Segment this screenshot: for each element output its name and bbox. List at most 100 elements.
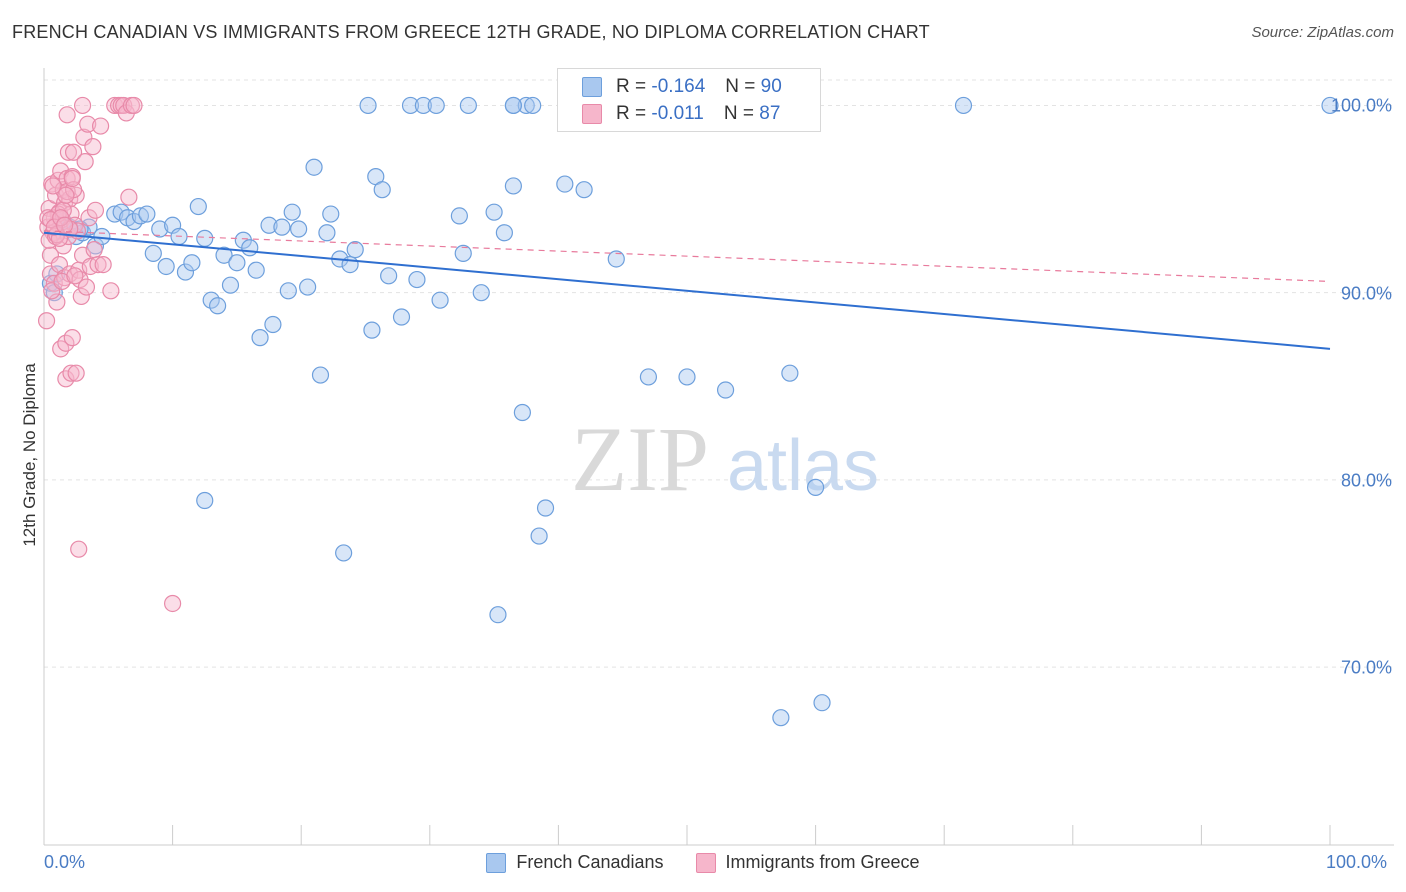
data-point: [120, 188, 138, 206]
legend-label: Immigrants from Greece: [725, 852, 920, 872]
data-point: [485, 203, 503, 221]
data-point: [125, 96, 143, 115]
data-point: [813, 694, 831, 712]
x-tick-label-max: 100.0%: [1326, 852, 1388, 872]
legend-r-value: -0.011: [651, 103, 704, 124]
legend-swatch-blue: [486, 852, 507, 873]
data-point: [59, 143, 78, 161]
data-point: [85, 241, 103, 259]
data-point: [495, 224, 513, 242]
legend-r-label: R =: [616, 76, 647, 97]
data-point: [77, 278, 96, 296]
data-point: [264, 315, 282, 334]
data-point: [176, 263, 195, 281]
data-point: [504, 177, 522, 195]
data-point: [196, 491, 214, 510]
data-point: [283, 203, 301, 221]
series-immigrants-from-greece: [37, 96, 182, 613]
axes: [43, 68, 1394, 846]
data-point: [67, 364, 85, 382]
data-point: [346, 241, 364, 259]
trend-line-french-canadians: [43, 231, 1331, 350]
data-point: [311, 366, 330, 384]
watermark-atlas: atlas: [727, 426, 879, 506]
data-point: [247, 261, 265, 279]
data-point: [536, 499, 555, 517]
data-point: [58, 106, 76, 124]
data-point: [144, 244, 162, 262]
y-tick-label: 70.0%: [1340, 657, 1392, 678]
source-label: Source: ZipAtlas.com: [1251, 24, 1394, 41]
legend-label: French Canadians: [516, 852, 664, 872]
data-point: [1321, 96, 1339, 115]
data-point: [305, 158, 323, 176]
data-point: [39, 209, 57, 227]
data-point: [273, 218, 291, 236]
data-point: [183, 254, 201, 272]
data-point: [209, 297, 227, 315]
data-point: [164, 594, 182, 613]
data-point: [75, 128, 93, 146]
legend-swatch-pink: [582, 104, 602, 124]
data-point: [359, 96, 377, 115]
data-point: [392, 308, 411, 326]
data-point: [450, 207, 468, 225]
data-point: [251, 329, 269, 347]
data-point: [414, 96, 432, 115]
grid-lines: [44, 79, 1394, 668]
data-point: [408, 270, 426, 289]
data-point: [62, 364, 80, 382]
series-legend: French Canadians Immigrants from Greece: [0, 852, 1406, 873]
data-point: [639, 368, 658, 386]
trend-line-immigrants-from-greece: [43, 230, 1331, 283]
data-point: [228, 254, 246, 272]
chart-title: FRENCH CANADIAN VS IMMIGRANTS FROM GREEC…: [12, 22, 930, 42]
data-point: [489, 606, 507, 624]
data-point: [131, 207, 150, 225]
legend-n-value: 87: [759, 103, 781, 124]
data-point: [106, 205, 124, 223]
data-point: [44, 177, 62, 195]
legend-row-french-canadians: R = -0.164 N = 90: [582, 74, 782, 100]
data-point: [513, 403, 531, 422]
data-point: [524, 96, 542, 115]
data-point: [102, 282, 120, 300]
data-point: [530, 527, 548, 545]
data-point: [138, 205, 156, 223]
data-point: [64, 143, 83, 161]
data-point: [73, 96, 92, 115]
data-point: [781, 364, 799, 382]
data-point: [91, 117, 110, 135]
data-point: [556, 175, 574, 193]
data-point: [70, 540, 88, 558]
data-point: [335, 544, 353, 562]
data-point: [84, 138, 102, 156]
data-point: [48, 293, 66, 311]
data-point: [79, 115, 97, 133]
trend-lines: [43, 230, 1331, 350]
data-point: [37, 312, 56, 330]
data-point: [151, 220, 169, 238]
legend-swatch-blue: [582, 77, 602, 97]
y-tick-label: 80.0%: [1340, 470, 1392, 491]
watermark-zip: ZIP: [571, 408, 709, 510]
data-point: [716, 381, 735, 399]
legend-item-french-canadians[interactable]: French Canadians: [486, 852, 664, 873]
data-point: [76, 153, 94, 171]
data-point: [89, 255, 107, 274]
data-point: [401, 96, 420, 115]
legend-n-label: N =: [723, 103, 754, 124]
data-point: [459, 96, 477, 115]
data-point: [806, 478, 825, 496]
data-point: [299, 278, 317, 296]
data-point: [363, 321, 381, 339]
data-point: [57, 186, 75, 204]
data-point: [215, 246, 233, 264]
data-point: [322, 205, 340, 223]
data-point: [63, 329, 81, 347]
data-point: [72, 287, 90, 306]
data-point: [607, 250, 625, 268]
legend-r-value: -0.164: [651, 76, 706, 97]
legend-item-immigrants-from-greece[interactable]: Immigrants from Greece: [695, 852, 920, 873]
